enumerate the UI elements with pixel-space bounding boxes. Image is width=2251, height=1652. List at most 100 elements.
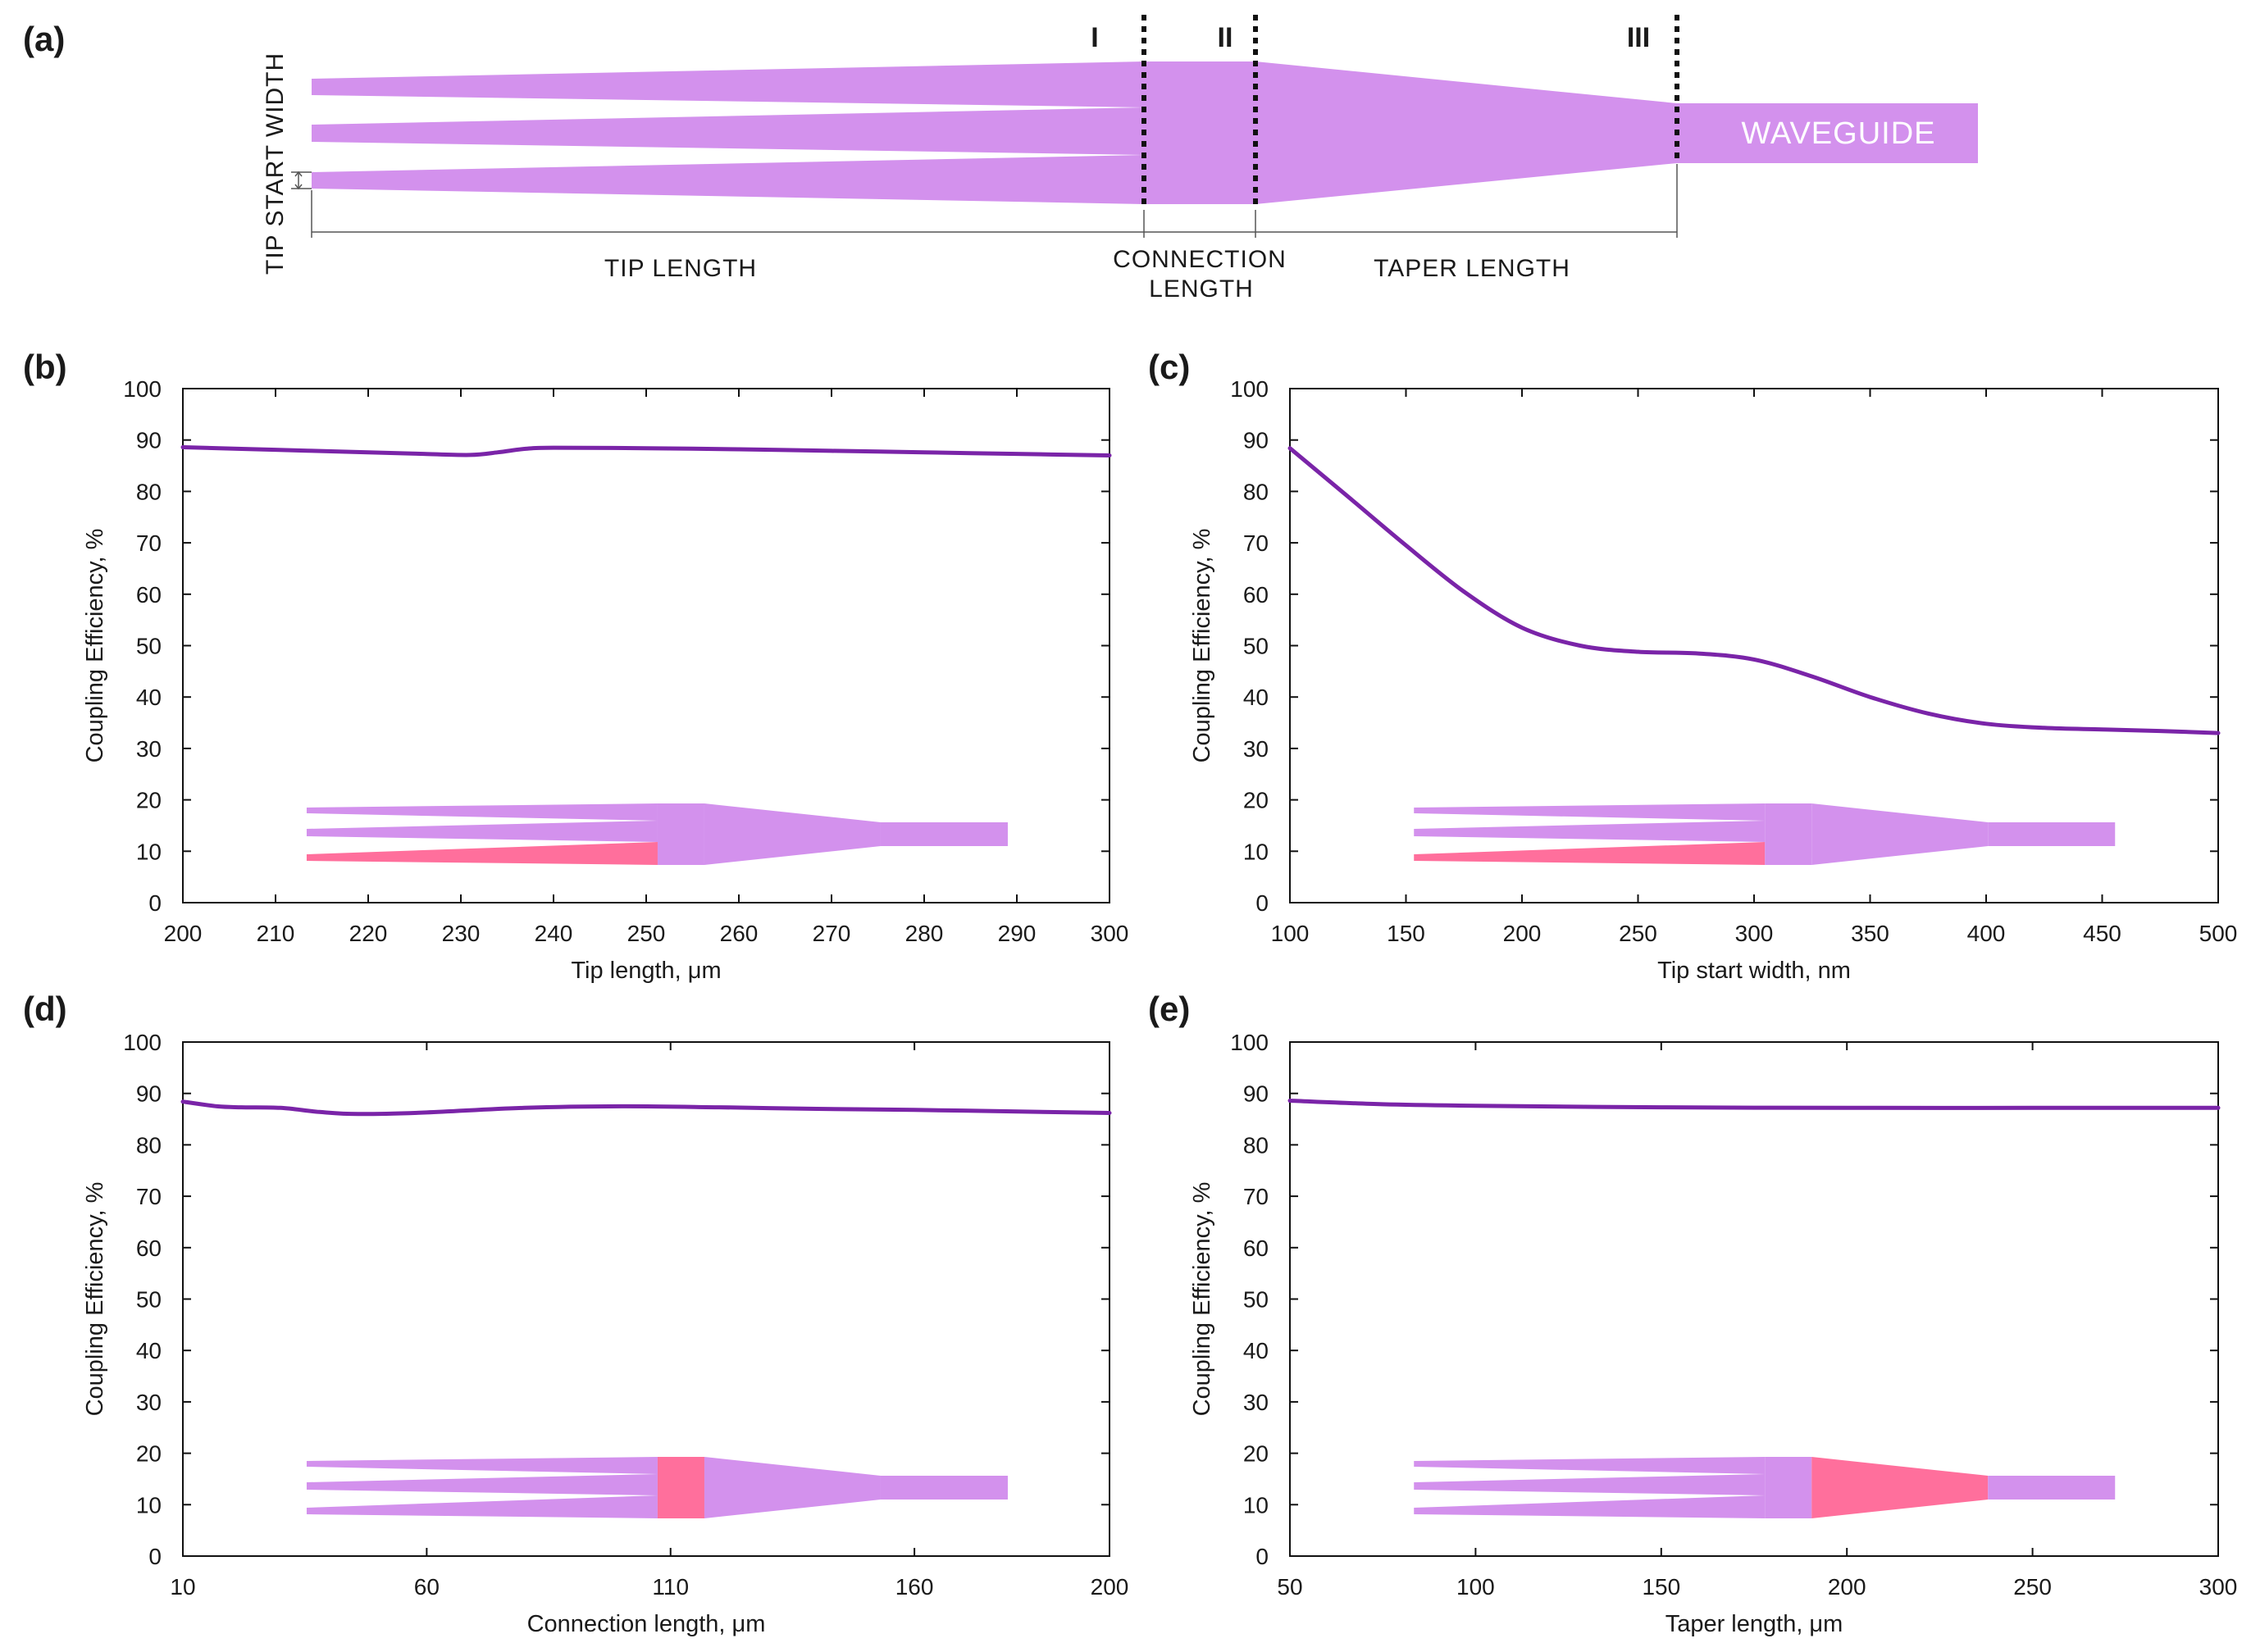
x-tick-label: 250	[2013, 1574, 2052, 1600]
x-tick-label: 200	[1828, 1574, 1866, 1600]
y-tick-label: 90	[1243, 428, 1269, 453]
width-arrowhead-bottom	[294, 184, 303, 190]
y-tick-label: 0	[148, 890, 162, 916]
mini-taper	[1811, 1457, 1989, 1518]
y-tick-label: 10	[136, 1492, 162, 1518]
y-tick-label: 60	[1243, 582, 1269, 608]
mini-tip-3	[306, 842, 658, 865]
panel-letter: (d)	[23, 990, 67, 1028]
x-tick-label: 250	[1619, 921, 1657, 946]
y-tick-label: 90	[1243, 1081, 1269, 1107]
taper-length-label: TAPER LENGTH	[1374, 255, 1570, 282]
mini-tip-1	[1414, 1457, 1766, 1474]
x-tick-label: 270	[813, 921, 851, 946]
x-tick-label: 220	[349, 921, 388, 946]
mini-taper	[704, 803, 881, 865]
x-tick-label: 160	[895, 1574, 934, 1600]
y-tick-label: 100	[1230, 376, 1269, 402]
y-tick-label: 100	[1230, 1030, 1269, 1055]
y-tick-label: 0	[1255, 890, 1269, 916]
x-tick-label: 350	[1851, 921, 1889, 946]
x-axis-label: Connection length, μm	[527, 1611, 766, 1637]
x-tick-label: 200	[1503, 921, 1542, 946]
panel-letter: (b)	[23, 348, 67, 386]
mini-tip-3	[1414, 842, 1766, 865]
y-tick-label: 30	[136, 736, 162, 762]
waveguide	[1677, 103, 1978, 163]
x-tick-label: 200	[1091, 1574, 1129, 1600]
dimension-lines	[291, 164, 1678, 238]
y-axis-label: Coupling Efficiency, %	[82, 529, 108, 763]
x-tick-label: 60	[414, 1574, 440, 1600]
y-tick-label: 70	[136, 1184, 162, 1209]
section-label-1: I	[1091, 22, 1098, 53]
x-tick-label: 150	[1642, 1574, 1680, 1600]
y-tick-label: 40	[136, 1338, 162, 1363]
chart-panel-c: (c) 0 10 20 30 40 50 60 70 80 90 100 100 150 200 250 300…	[1148, 348, 2237, 984]
section-label-3: III	[1627, 22, 1650, 53]
mini-connection	[1765, 1457, 1812, 1518]
y-tick-label: 50	[136, 634, 162, 659]
mini-schematic	[1414, 1457, 2116, 1518]
mini-waveguide	[1988, 1476, 2116, 1500]
x-tick-label: 100	[1271, 921, 1310, 946]
y-tick-label: 10	[136, 839, 162, 864]
tip-2	[312, 107, 1144, 155]
y-tick-label: 30	[136, 1390, 162, 1415]
mini-tip-3	[306, 1495, 658, 1518]
y-tick-label: 40	[1243, 1338, 1269, 1363]
y-tick-label: 20	[1243, 788, 1269, 813]
y-tick-label: 80	[136, 479, 162, 504]
x-tick-label: 110	[652, 1574, 689, 1600]
tip-1	[312, 61, 1144, 107]
y-tick-label: 90	[136, 428, 162, 453]
schematic-panel: (a) WAVEGUIDE I II III	[23, 15, 1978, 303]
tip-3	[312, 155, 1144, 204]
x-tick-label: 400	[1967, 921, 2006, 946]
mini-tip-2	[1414, 821, 1766, 842]
x-tick-label: 240	[535, 921, 573, 946]
x-axis-label: Tip length, μm	[571, 958, 721, 984]
y-tick-label: 60	[136, 1236, 162, 1261]
x-tick-label: 210	[257, 921, 295, 946]
series-line-0	[180, 1099, 1112, 1117]
mini-tip-1	[1414, 803, 1766, 821]
x-axis-label: Tip start width, nm	[1657, 958, 1851, 984]
connection-length-label-line2: LENGTH	[1149, 275, 1254, 303]
mini-connection	[657, 803, 704, 865]
x-tick-label: 300	[1735, 921, 1774, 946]
y-tick-label: 10	[1243, 1492, 1269, 1518]
x-tick-label: 250	[627, 921, 666, 946]
y-tick-label: 30	[1243, 1390, 1269, 1415]
y-axis-label: Coupling Efficiency, %	[1189, 1182, 1215, 1417]
y-tick-label: 10	[1243, 839, 1269, 864]
series-line-0	[1287, 446, 2221, 735]
x-tick-label: 280	[905, 921, 944, 946]
panel-letter-a: (a)	[23, 20, 65, 58]
y-tick-label: 40	[1243, 685, 1269, 710]
mini-tip-3	[1414, 1495, 1766, 1518]
panel-letter: (c)	[1148, 348, 1190, 386]
x-tick-label: 290	[998, 921, 1037, 946]
y-tick-label: 70	[1243, 530, 1269, 556]
x-tick-label: 150	[1387, 921, 1425, 946]
section-label-2: II	[1218, 22, 1233, 53]
tip-length-label: TIP LENGTH	[604, 255, 757, 282]
mini-waveguide	[880, 1476, 1008, 1500]
y-tick-label: 30	[1243, 736, 1269, 762]
mini-tip-2	[1414, 1474, 1766, 1495]
x-tick-label: 450	[2083, 921, 2121, 946]
y-tick-label: 80	[1243, 479, 1269, 504]
x-tick-label: 10	[170, 1574, 195, 1600]
y-tick-label: 20	[1243, 1441, 1269, 1467]
x-tick-label: 300	[2199, 1574, 2238, 1600]
mini-schematic	[306, 803, 1008, 865]
waveguide-label: WAVEGUIDE	[1741, 116, 1935, 151]
y-tick-label: 80	[1243, 1132, 1269, 1158]
y-axis-label: Coupling Efficiency, %	[1189, 529, 1215, 763]
series-line-0	[1287, 1099, 2221, 1110]
mini-tip-2	[306, 1474, 658, 1495]
y-tick-label: 80	[136, 1132, 162, 1158]
connection-section	[1144, 61, 1255, 204]
